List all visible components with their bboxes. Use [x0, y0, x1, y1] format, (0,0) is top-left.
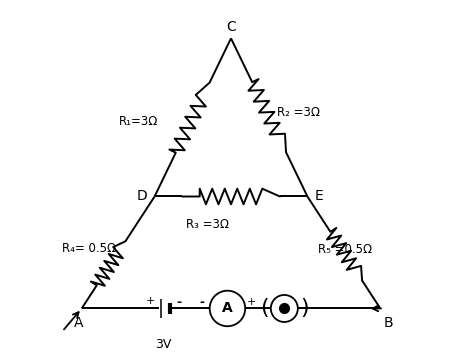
Text: A: A	[73, 316, 83, 330]
Text: R₅ =0.5Ω: R₅ =0.5Ω	[318, 243, 372, 256]
Text: ): )	[300, 299, 309, 318]
Circle shape	[210, 291, 245, 326]
Text: +: +	[247, 297, 256, 307]
Text: C: C	[226, 20, 236, 34]
Text: R₃ =3Ω: R₃ =3Ω	[186, 218, 230, 231]
Text: R₁=3Ω: R₁=3Ω	[119, 116, 158, 129]
Text: R₄= 0.5Ω: R₄= 0.5Ω	[62, 242, 116, 255]
Text: +: +	[146, 296, 155, 306]
Circle shape	[271, 295, 298, 322]
Text: B: B	[383, 316, 393, 330]
Text: -: -	[176, 296, 181, 309]
Text: A: A	[222, 301, 233, 316]
Text: E: E	[315, 190, 323, 204]
Text: (: (	[260, 299, 269, 318]
Text: -: -	[200, 296, 204, 309]
Text: 3V: 3V	[155, 338, 172, 351]
Text: D: D	[137, 190, 147, 204]
Text: R₂ =3Ω: R₂ =3Ω	[277, 106, 320, 119]
